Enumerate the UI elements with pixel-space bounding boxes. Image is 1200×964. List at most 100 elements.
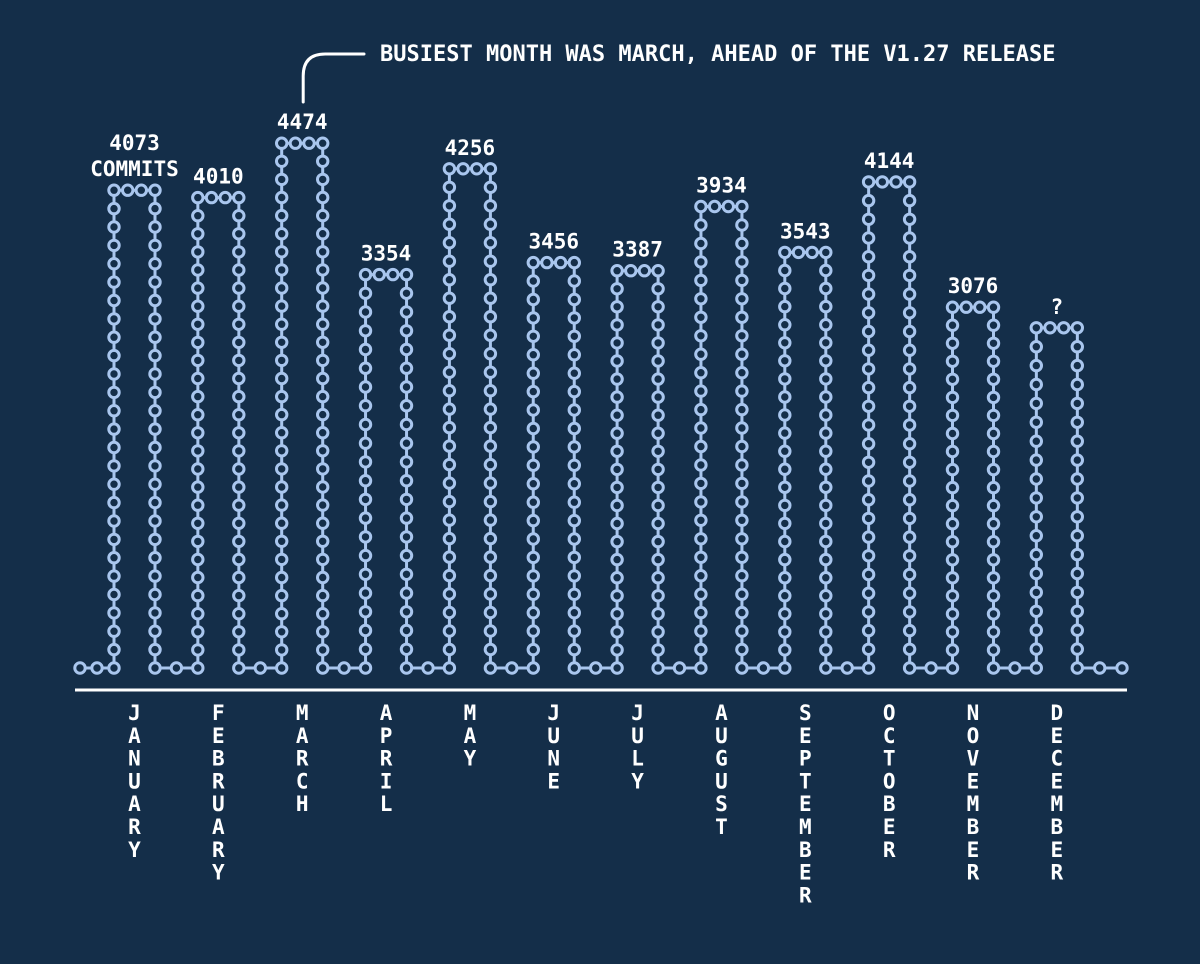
value-label-december: ? bbox=[1051, 295, 1064, 319]
chain-link bbox=[483, 531, 498, 546]
chain-link bbox=[358, 286, 373, 300]
chain-link bbox=[861, 399, 876, 413]
chain-link bbox=[470, 162, 484, 176]
chain-link bbox=[358, 436, 373, 450]
chain-link bbox=[442, 439, 457, 453]
chain-link bbox=[778, 661, 792, 675]
month-letter: U bbox=[715, 724, 728, 748]
chain-link bbox=[861, 661, 876, 675]
chain-link bbox=[861, 175, 876, 189]
chain-link bbox=[316, 353, 330, 368]
chain-link bbox=[735, 532, 749, 546]
chain-link bbox=[1070, 547, 1085, 562]
chain-link bbox=[1029, 547, 1044, 562]
chain-link bbox=[1029, 415, 1044, 429]
chain-link bbox=[694, 642, 708, 657]
chain-link bbox=[610, 589, 624, 603]
chain-link bbox=[483, 642, 498, 657]
chain-link bbox=[107, 587, 121, 602]
chain-link bbox=[610, 552, 624, 567]
annotation-text: BUSIEST MONTH WAS MARCH, AHEAD OF THE V1… bbox=[380, 42, 1056, 67]
chain-link bbox=[819, 661, 833, 675]
chain-link bbox=[861, 605, 876, 619]
chain-link bbox=[148, 661, 162, 675]
chain-link bbox=[735, 569, 749, 583]
chain-link bbox=[483, 273, 498, 287]
chain-link bbox=[399, 305, 414, 319]
chain-link bbox=[148, 293, 162, 308]
chain-link bbox=[275, 643, 289, 657]
chain-link bbox=[107, 275, 121, 289]
chain-link bbox=[986, 300, 1001, 314]
chain-link bbox=[191, 209, 205, 223]
month-letter: V bbox=[967, 747, 980, 771]
chain-link bbox=[694, 569, 708, 583]
month-letter: T bbox=[715, 815, 728, 839]
chain-link bbox=[316, 480, 330, 494]
chain-link bbox=[610, 498, 624, 513]
chain-link bbox=[358, 511, 373, 525]
chain-link bbox=[735, 292, 749, 306]
chain-link bbox=[986, 607, 1001, 621]
chain-link bbox=[902, 306, 917, 320]
chain-link bbox=[610, 408, 624, 422]
chain-link bbox=[735, 513, 749, 527]
chain-link bbox=[483, 402, 498, 416]
chain-link bbox=[861, 231, 876, 245]
chain-link bbox=[526, 403, 540, 417]
chain-link bbox=[1070, 491, 1085, 505]
chain-link bbox=[651, 372, 665, 386]
chain-link bbox=[610, 607, 624, 621]
chain-link bbox=[1029, 585, 1044, 600]
chain-link bbox=[275, 227, 289, 241]
chain-link bbox=[735, 384, 749, 398]
chain-link bbox=[399, 342, 414, 357]
chain-link bbox=[191, 588, 205, 603]
value-label-june: 3456 bbox=[528, 230, 579, 254]
chain-link bbox=[902, 605, 917, 619]
chain-link bbox=[442, 384, 457, 398]
chain-link bbox=[232, 245, 246, 259]
chain-link bbox=[148, 477, 162, 491]
value-label-may: 4256 bbox=[445, 136, 496, 160]
chain-link bbox=[399, 623, 414, 638]
chain-link bbox=[526, 642, 540, 657]
chain-link bbox=[232, 643, 246, 657]
chain-link bbox=[861, 362, 876, 376]
chain-link bbox=[735, 476, 749, 491]
chain-link bbox=[694, 199, 708, 214]
chain-link bbox=[107, 661, 121, 675]
chain-link bbox=[778, 263, 792, 278]
chain-link bbox=[945, 661, 960, 675]
chain-link bbox=[358, 661, 373, 675]
chain-link bbox=[778, 498, 792, 513]
chain-link bbox=[651, 282, 665, 296]
chain-link bbox=[567, 624, 581, 638]
chain-link bbox=[959, 300, 973, 314]
chain-link bbox=[442, 513, 457, 527]
chain-link bbox=[805, 245, 819, 260]
chain-link bbox=[651, 390, 665, 404]
chain-link bbox=[986, 462, 1001, 477]
chain-link bbox=[483, 162, 498, 176]
chain-link bbox=[721, 199, 735, 214]
chain-link bbox=[651, 462, 665, 477]
chain-link bbox=[610, 426, 624, 440]
chain-link bbox=[442, 217, 457, 231]
chain-link bbox=[986, 535, 1001, 549]
chain-link bbox=[735, 458, 749, 472]
chain-link bbox=[610, 534, 624, 549]
chain-link bbox=[778, 571, 792, 585]
chain-link bbox=[840, 661, 854, 675]
chain-link bbox=[553, 255, 568, 270]
chain-link bbox=[1093, 661, 1107, 675]
chain-link bbox=[191, 245, 205, 259]
chain-link bbox=[442, 587, 457, 601]
chain-link bbox=[316, 263, 330, 277]
chain-link bbox=[986, 444, 1001, 459]
chain-link bbox=[442, 254, 457, 268]
chain-link bbox=[442, 642, 457, 657]
